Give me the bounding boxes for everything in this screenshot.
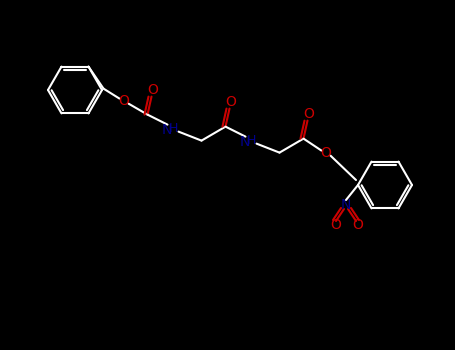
Text: O: O xyxy=(118,93,129,107)
Text: H: H xyxy=(247,134,256,147)
Text: O: O xyxy=(225,94,236,108)
Text: O: O xyxy=(320,146,331,160)
Text: N: N xyxy=(162,122,172,136)
Text: O: O xyxy=(147,83,158,97)
Text: O: O xyxy=(303,107,314,121)
Text: H: H xyxy=(169,122,178,135)
Text: O: O xyxy=(353,218,364,232)
Text: N: N xyxy=(239,135,250,149)
Text: N: N xyxy=(341,198,351,212)
Text: O: O xyxy=(331,218,341,232)
